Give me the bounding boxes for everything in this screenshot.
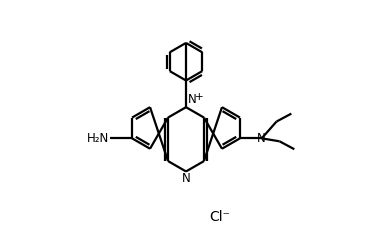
Text: Cl⁻: Cl⁻ — [209, 210, 230, 224]
Text: N: N — [188, 93, 197, 106]
Text: +: + — [195, 92, 204, 102]
Text: H₂N: H₂N — [87, 132, 109, 145]
Text: N: N — [182, 172, 190, 186]
Text: N: N — [257, 132, 266, 145]
